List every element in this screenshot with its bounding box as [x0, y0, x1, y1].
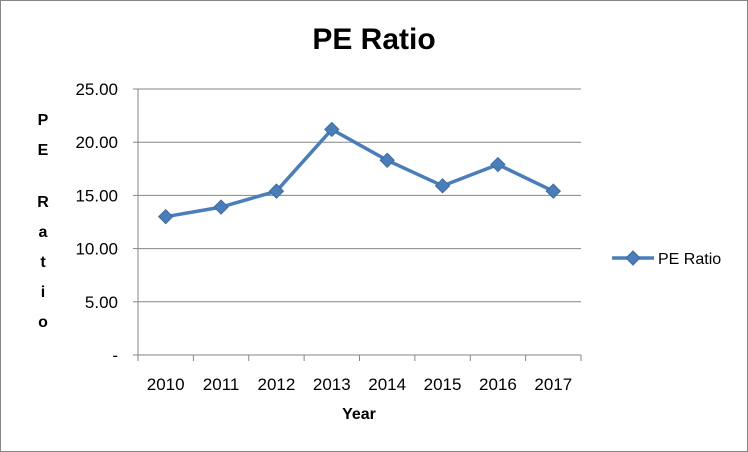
axes: [133, 88, 582, 361]
x-tick-label: 2013: [313, 375, 351, 394]
data-point-marker: [324, 121, 340, 138]
x-axis-ticks: 2010 2011 2012 2013 2014 2015 2016 2017: [147, 375, 572, 394]
y-axis-title-letter: t: [40, 254, 46, 271]
data-point-marker: [490, 156, 506, 173]
x-tick-label: 2015: [424, 375, 462, 394]
y-axis-title-letter: E: [38, 142, 49, 159]
y-tick-label: 25.00: [75, 80, 118, 99]
legend-marker: [625, 250, 641, 266]
series-pe-ratio: [157, 121, 562, 225]
y-axis-title-letter: a: [39, 224, 48, 241]
y-axis-ticks: - 5.00 10.00 15.00 20.00 25.00: [75, 80, 118, 365]
y-tick-label: 20.00: [75, 133, 118, 152]
y-axis-title-letter: P: [38, 112, 49, 129]
legend: PE Ratio: [612, 250, 721, 268]
y-tick-label: 15.00: [75, 186, 118, 205]
x-tick-label: 2012: [258, 375, 296, 394]
y-axis-title-letter: o: [38, 314, 48, 331]
data-point-marker: [545, 183, 562, 199]
gridlines: [138, 88, 581, 303]
x-tick-label: 2010: [147, 375, 185, 394]
y-axis-title-letter: R: [37, 194, 49, 211]
y-tick-label: 5.00: [85, 293, 118, 312]
y-tick-label: -: [112, 346, 118, 365]
data-point-marker: [268, 183, 285, 199]
x-tick-label: 2017: [534, 375, 572, 394]
y-axis-title: PE Ratio: [37, 112, 49, 331]
data-point-marker: [213, 199, 229, 215]
data-point-marker: [379, 152, 395, 168]
x-axis-title: Year: [342, 406, 376, 423]
x-tick-label: 2014: [368, 375, 406, 394]
series-line: [165, 127, 555, 219]
y-axis-title-letter: i: [41, 284, 45, 301]
chart-title: PE Ratio: [312, 23, 436, 56]
y-tick-label: 10.00: [75, 240, 118, 259]
x-tick-label: 2011: [203, 375, 240, 394]
legend-label: PE Ratio: [658, 251, 721, 268]
data-point-marker: [434, 178, 451, 194]
data-point-marker: [157, 208, 174, 225]
x-tick-label: 2016: [479, 375, 517, 394]
